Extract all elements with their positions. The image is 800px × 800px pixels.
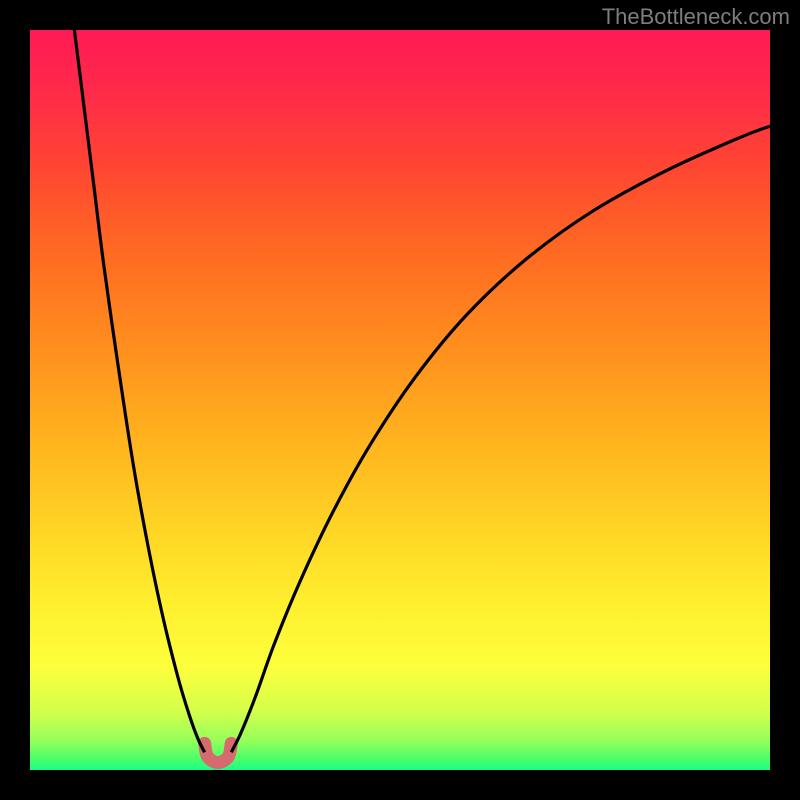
watermark-text: TheBottleneck.com xyxy=(602,4,790,30)
chart-container: TheBottleneck.com xyxy=(0,0,800,800)
bottleneck-chart xyxy=(0,0,800,800)
